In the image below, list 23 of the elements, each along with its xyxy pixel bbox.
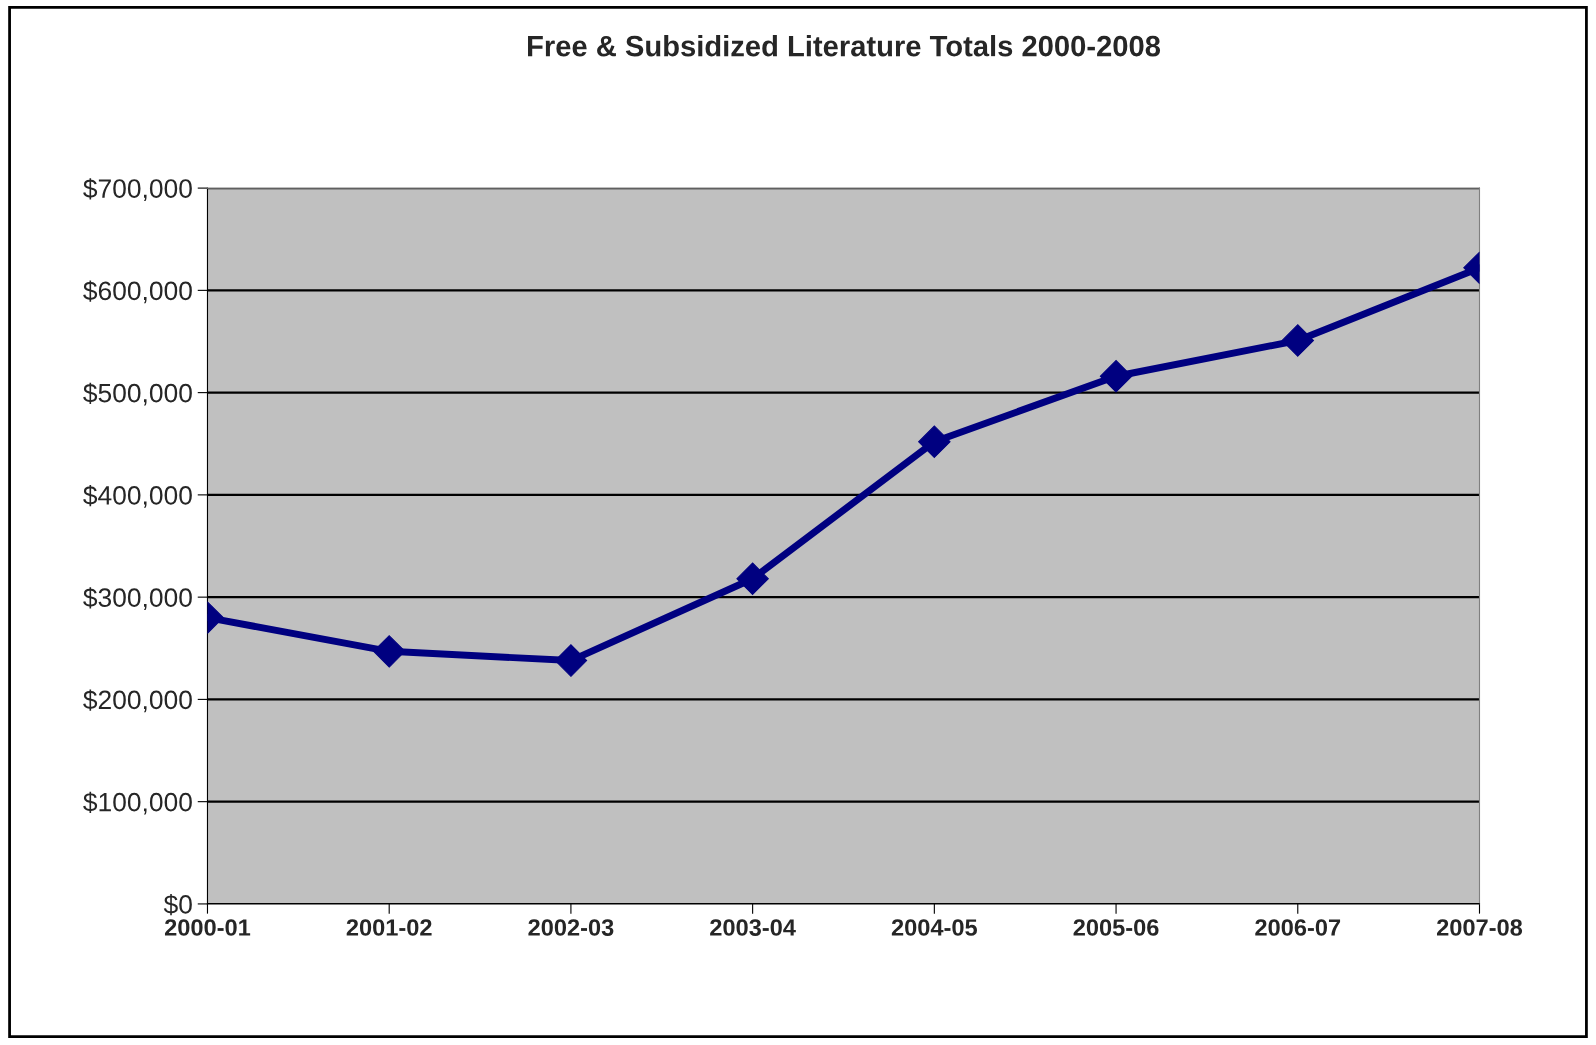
point xyxy=(1099,360,1133,393)
point xyxy=(1281,324,1315,357)
x-tick-label: 2003-04 xyxy=(710,919,796,936)
point xyxy=(372,635,406,668)
y-tick-label: $0 xyxy=(163,893,192,916)
y-tick-label: $400,000 xyxy=(83,484,192,508)
x-tick-label: 2006-07 xyxy=(1255,919,1341,936)
x-tick-label: 2001-02 xyxy=(346,919,432,936)
x-tick-label: 2000-01 xyxy=(164,919,251,936)
y-tick-label: $200,000 xyxy=(83,689,192,713)
y-tick-label: $600,000 xyxy=(83,280,192,304)
y-tick-label: $100,000 xyxy=(83,791,192,815)
y-tick-label: $300,000 xyxy=(83,587,192,611)
x-tick-label: 2007-08 xyxy=(1436,919,1523,936)
point xyxy=(554,644,588,677)
x-tick-label: 2004-05 xyxy=(891,919,978,936)
chart-title: Free & Subsidized Literature Totals 2000-2008 xyxy=(528,35,1161,57)
y-tick-label: $500,000 xyxy=(83,382,192,406)
x-tick-label: 2005-06 xyxy=(1073,919,1159,936)
x-tick-label: 2002-03 xyxy=(528,919,614,936)
point xyxy=(736,562,769,595)
y-tick-label: $700,000 xyxy=(83,178,192,202)
point xyxy=(918,425,951,458)
